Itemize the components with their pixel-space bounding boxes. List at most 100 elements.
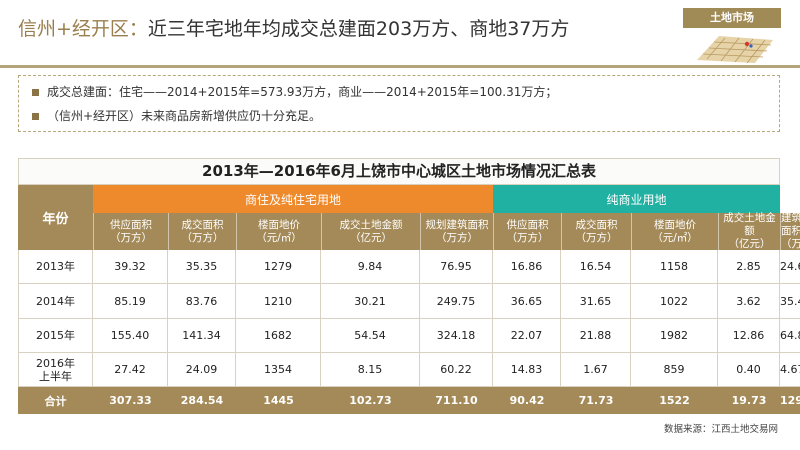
total-cell: 1445 [236, 387, 321, 414]
table-cell: 24.63 [780, 250, 800, 284]
table-cell: 1279 [236, 250, 321, 284]
column-header-line: （元/㎡） [652, 231, 698, 244]
row-year-cell: 2015年 [18, 319, 93, 353]
summary-text: （信州+经开区）未来商品房新增供应仍十分充足。 [47, 109, 322, 123]
table-cell: 1682 [236, 319, 321, 353]
column-header: 规划建筑面积（万方） [780, 199, 800, 263]
summary-item: （信州+经开区）未来商品房新增供应仍十分充足。 [32, 107, 321, 124]
bullet-square-icon [32, 89, 39, 96]
table-cell: 1982 [631, 319, 718, 353]
group-header-commercial: 纯商业用地 [493, 185, 780, 213]
table-cell: 60.22 [420, 353, 493, 387]
column-header-line: 供应面积 [506, 218, 549, 231]
row-year-cell: 2013年 [18, 250, 93, 284]
table-cell: 35.44 [780, 284, 800, 319]
data-source-note: 数据来源：江西土地交易网 [663, 424, 778, 435]
table-cell: 54.54 [321, 319, 420, 353]
total-cell: 1522 [631, 387, 718, 414]
table-cell: 16.86 [493, 250, 561, 284]
table-cell: 16.54 [561, 250, 631, 284]
column-header-line: 成交面积 [575, 218, 618, 231]
column-header: 楼面地价 （元/㎡） [631, 213, 718, 250]
table-cell: 39.32 [93, 250, 168, 284]
table-cell: 8.15 [321, 353, 420, 387]
column-header-line: 成交面积 [181, 218, 224, 231]
column-header-line: 成交土地金额 [339, 218, 403, 231]
table-cell: 3.62 [718, 284, 780, 319]
table-cell: 324.18 [420, 319, 493, 353]
table-cell: 27.42 [93, 353, 168, 387]
column-header-line: 成交土地金额 [723, 212, 776, 237]
table-cell: 249.75 [420, 284, 493, 319]
page-title: 信州+经开区：近三年宅地年均成交总建面203万方、商地37万方 [18, 14, 569, 41]
bullet-square-icon [32, 113, 39, 120]
table-cell: 22.07 [493, 319, 561, 353]
column-header-line: （万方） [181, 231, 224, 244]
column-header: 成交土地金额 （亿元） [718, 212, 780, 250]
column-header-line: 供应面积 [110, 218, 152, 231]
table-cell: 24.09 [168, 353, 236, 387]
column-header: 供应面积 （万方） [493, 213, 561, 250]
total-cell: 90.42 [493, 387, 561, 414]
table-cell: 14.83 [493, 353, 561, 387]
table-cell: 83.76 [168, 284, 236, 319]
table-cell: 1158 [631, 250, 718, 284]
column-header: 成交面积 （万方） [168, 213, 236, 250]
total-cell: 71.73 [561, 387, 631, 414]
group-header-residential: 商住及纯住宅用地 [93, 185, 493, 213]
table-cell: 12.86 [718, 319, 780, 353]
total-row-label: 合计 [18, 387, 93, 414]
year-column-header: 年份 [18, 185, 93, 250]
table-cell: 36.65 [493, 284, 561, 319]
total-cell: 19.73 [718, 387, 780, 414]
column-header: 规划建筑面积（万方） [420, 213, 493, 250]
total-cell: 102.73 [321, 387, 420, 414]
page-title-region: 信州+经开区： [18, 18, 148, 40]
column-header: 楼面地价 （元/㎡） [236, 213, 321, 250]
column-header-line: （万方） [436, 231, 478, 244]
table-cell: 155.40 [93, 319, 168, 353]
column-header: 成交面积 （万方） [561, 213, 631, 250]
table-cell: 4.67 [780, 353, 800, 387]
summary-box: 成交总建面：住宅——2014+2015年=573.93万方，商业——2014+2… [18, 75, 780, 132]
table-cell: 85.19 [93, 284, 168, 319]
column-header: 供应面积 （万方） [93, 213, 168, 250]
table-cell: 859 [631, 353, 718, 387]
table-cell: 35.35 [168, 250, 236, 284]
land-market-badge: 土地市场 [683, 8, 781, 66]
table-cell: 30.21 [321, 284, 420, 319]
table-cell: 0.40 [718, 353, 780, 387]
row-year-cell-line: 上半年 [39, 369, 72, 383]
total-cell: 284.54 [168, 387, 236, 414]
table-cell: 64.87 [780, 319, 800, 353]
table-cell: 1210 [236, 284, 321, 319]
total-cell: 129.61 [780, 387, 800, 414]
row-year-cell: 2016年 上半年 [18, 353, 93, 387]
table-cell: 141.34 [168, 319, 236, 353]
column-header-line: 楼面地价 [653, 218, 696, 231]
column-header-line: （万方） [110, 231, 152, 244]
table-cell: 21.88 [561, 319, 631, 353]
row-year-cell-line: 2016年 [36, 356, 75, 370]
table-title: 2013年—2016年6月上饶市中心城区土地市场情况汇总表 [18, 158, 780, 185]
column-header-line: （亿元） [728, 238, 771, 250]
column-header-line: 规划建筑面积 [781, 199, 800, 237]
table-cell: 31.65 [561, 284, 631, 319]
page-title-headline: 近三年宅地年均成交总建面203万方、商地37万方 [147, 18, 570, 40]
column-header-line: （亿元） [350, 231, 392, 244]
summary-text: 成交总建面：住宅——2014+2015年=573.93万方，商业——2014+2… [47, 85, 558, 99]
land-market-table: 2013年—2016年6月上饶市中心城区土地市场情况汇总表 年份 商住及纯住宅用地… [18, 158, 800, 414]
column-header-line: 规划建筑面积 [425, 218, 489, 231]
column-header: 成交土地金额 （亿元） [321, 213, 420, 250]
summary-item: 成交总建面：住宅——2014+2015年=573.93万方，商业——2014+2… [32, 83, 557, 100]
land-market-badge-label: 土地市场 [683, 8, 781, 28]
total-cell: 307.33 [93, 387, 168, 414]
table-cell: 9.84 [321, 250, 420, 284]
total-cell: 711.10 [420, 387, 493, 414]
table-cell: 2.85 [718, 250, 780, 284]
column-header-line: 楼面地价 [257, 218, 300, 231]
table-cell: 1.67 [561, 353, 631, 387]
table-cell: 76.95 [420, 250, 493, 284]
column-header-line: （万方） [575, 231, 618, 244]
table-cell: 1354 [236, 353, 321, 387]
